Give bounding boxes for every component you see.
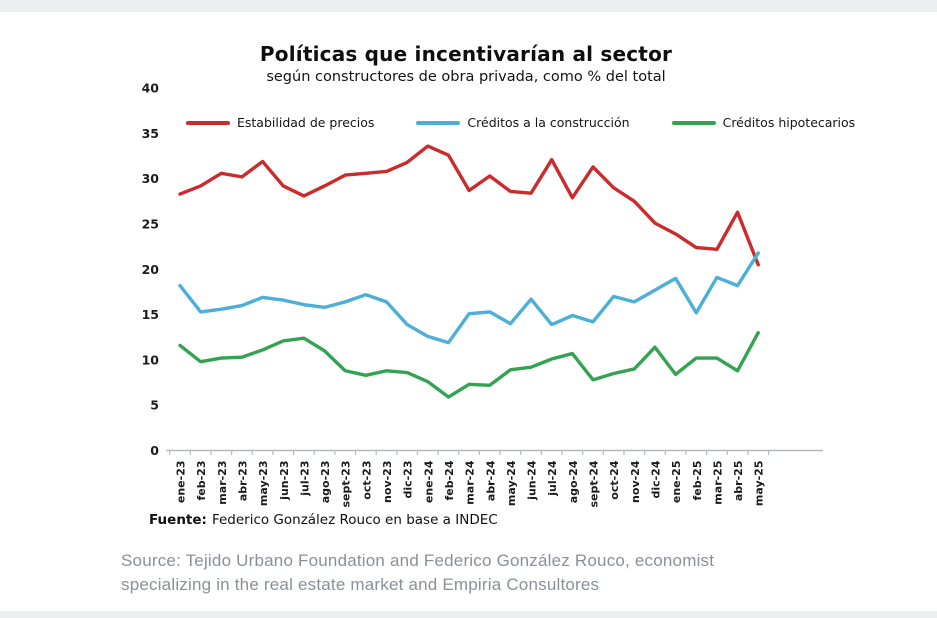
svg-text:oct-23: oct-23 [360,461,373,500]
svg-text:feb-23: feb-23 [195,461,208,501]
chart-legend: Estabilidad de precios Créditos a la con… [186,115,855,130]
svg-text:ene-25: ene-25 [670,461,683,504]
svg-text:may-24: may-24 [505,460,518,506]
legend-item-estabilidad: Estabilidad de precios [186,115,374,130]
legend-label: Créditos a la construcción [467,115,630,130]
green-line-swatch-icon [671,120,716,125]
svg-text:5: 5 [150,398,159,413]
svg-text:ene-23: ene-23 [175,461,188,504]
svg-text:35: 35 [142,126,159,141]
legend-label: Créditos hipotecarios [722,115,856,130]
svg-text:jul-23: jul-23 [298,461,311,497]
chart-source: Fuente: Federico González Rouco en base a… [149,512,498,528]
svg-text:feb-25: feb-25 [691,461,704,501]
svg-text:15: 15 [142,307,159,322]
svg-text:20: 20 [142,262,160,277]
svg-text:jun-24: jun-24 [526,460,539,501]
svg-text:10: 10 [142,352,160,367]
svg-text:nov-23: nov-23 [381,461,394,503]
svg-text:nov-24: nov-24 [629,460,642,503]
svg-text:jul-24: jul-24 [546,460,559,497]
svg-text:abr-23: abr-23 [236,461,249,502]
legend-item-creditos-hipotecarios: Créditos hipotecarios [671,115,856,130]
svg-text:mar-23: mar-23 [216,461,229,505]
svg-text:sept-23: sept-23 [340,461,353,508]
svg-text:sept-24: sept-24 [588,460,601,507]
chart-source-label: Fuente: [149,512,207,528]
svg-text:jun-23: jun-23 [278,461,291,501]
svg-text:abr-25: abr-25 [732,461,745,502]
legend-item-creditos-construccion: Créditos a la construcción [416,115,630,130]
svg-text:oct-24: oct-24 [608,460,621,500]
svg-text:dic-23: dic-23 [402,461,415,499]
page-top-border [0,0,937,12]
svg-text:abr-24: abr-24 [484,460,497,501]
svg-text:ago-24: ago-24 [567,460,580,503]
svg-text:ago-23: ago-23 [319,461,332,504]
chart-title: Políticas que incentivarían al sector [259,42,673,66]
chart-header: Políticas que incentivarían al sector se… [130,42,802,85]
legend-label: Estabilidad de precios [237,115,375,130]
svg-text:may-23: may-23 [257,461,270,507]
svg-text:ene-24: ene-24 [422,460,435,503]
svg-text:0: 0 [150,443,159,458]
page-bottom-border [0,611,937,618]
chart-subtitle: según constructores de obra privada, com… [266,69,666,85]
svg-text:mar-25: mar-25 [711,461,724,505]
chart-source-text: Federico González Rouco en base a INDEC [211,512,498,528]
svg-text:40: 40 [142,81,160,96]
svg-text:feb-24: feb-24 [443,460,456,500]
svg-text:25: 25 [142,217,159,232]
blue-line-swatch-icon [416,120,461,125]
svg-text:mar-24: mar-24 [464,460,477,505]
svg-text:dic-24: dic-24 [649,460,662,498]
svg-text:may-25: may-25 [753,461,766,507]
svg-text:30: 30 [142,171,160,186]
red-line-swatch-icon [186,120,230,125]
article-caption: Source: Tejido Urbano Foundation and Fed… [121,551,715,595]
